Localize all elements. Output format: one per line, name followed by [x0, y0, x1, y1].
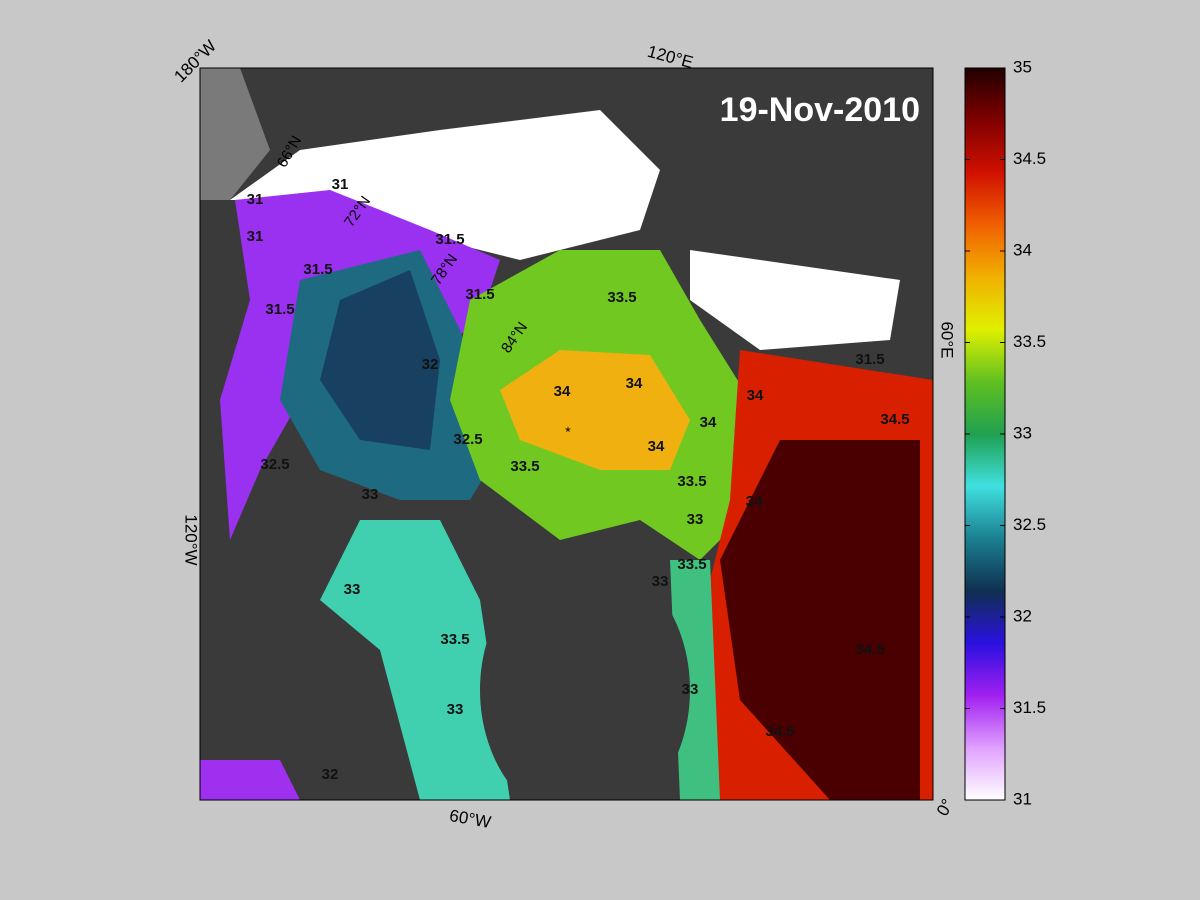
contour-label: 33	[682, 681, 699, 698]
colorbar-tick-label: 31.5	[1013, 698, 1046, 717]
contour-label: 33.5	[677, 556, 706, 573]
contour-label: 31.5	[265, 301, 294, 318]
contour-label: 31	[247, 191, 264, 208]
contour-label: 33.5	[677, 473, 706, 490]
ice	[230, 110, 660, 260]
salinity-region	[500, 350, 690, 470]
colorbar-tick-label: 34	[1013, 240, 1032, 259]
contour-label: 31.5	[435, 231, 464, 248]
contour-label: 31.5	[303, 261, 332, 278]
salinity-region	[320, 270, 440, 450]
contour-label: 33	[344, 581, 361, 598]
colorbar-tick-label: 33	[1013, 423, 1032, 442]
contour-label: 33	[362, 486, 379, 503]
ice	[690, 250, 900, 350]
contour-label: 31	[247, 228, 264, 245]
colorbar	[964, 67, 1006, 801]
map-frame	[199, 67, 934, 801]
contour-label: 34	[747, 387, 764, 404]
contour-label: 33.5	[440, 631, 469, 648]
contour-label: 33.5	[510, 458, 539, 475]
contour-label: 33	[687, 511, 704, 528]
colorbar-tick-label: 34.5	[1013, 149, 1046, 168]
contour-label: 31	[332, 176, 349, 193]
contour-label: 34	[626, 375, 643, 392]
contour-label: 33.5	[607, 289, 636, 306]
contour-label: 34.5	[855, 641, 884, 658]
contour-label: 31.5	[855, 351, 884, 368]
contour-label: 32	[322, 766, 339, 783]
longitude-label: 60°E	[938, 321, 957, 358]
pole-marker: *	[565, 424, 571, 440]
salinity-region	[320, 520, 510, 800]
contour-label: 32.5	[260, 456, 289, 473]
longitude-label: 60°W	[448, 806, 492, 832]
contour-label: 34	[746, 493, 763, 510]
colorbar-tick-label: 33.5	[1013, 332, 1046, 351]
colorbar-tick-label: 31	[1013, 789, 1032, 808]
contour-label: 32	[422, 356, 439, 373]
contour-label: 34.5	[765, 723, 794, 740]
colorbar-tick-label: 32	[1013, 606, 1032, 625]
contour-label: 34	[554, 383, 571, 400]
salinity-region	[720, 440, 920, 800]
contour-label: 33	[652, 573, 669, 590]
contour-label: 34	[648, 438, 665, 455]
outside-region	[200, 68, 270, 200]
contour-label: 33	[447, 701, 464, 718]
colorbar-tick-label: 32.5	[1013, 515, 1046, 534]
contour-label: 34	[700, 414, 717, 431]
contour-label: 31.5	[465, 286, 494, 303]
contour-label: 32.5	[453, 431, 482, 448]
colorbar-tick-label: 35	[1013, 57, 1032, 76]
greenland	[480, 555, 690, 800]
longitude-label: 0°	[933, 796, 958, 820]
contour-label: 34.5	[880, 411, 909, 428]
longitude-label: 120°W	[182, 514, 201, 565]
map-area: *	[200, 68, 933, 800]
salinity-region	[200, 760, 300, 800]
map-date: 19-Nov-2010	[720, 91, 920, 129]
